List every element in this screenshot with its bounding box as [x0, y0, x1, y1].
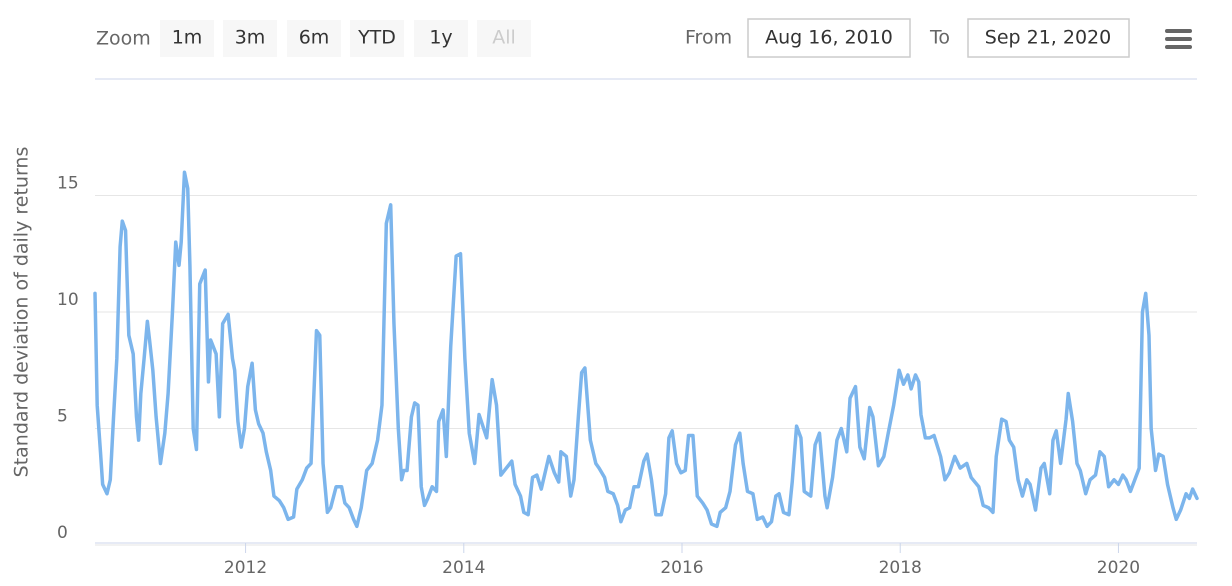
zoom-label: Zoom — [96, 28, 151, 50]
button-label[interactable]: 6m — [299, 27, 330, 49]
to-value[interactable]: Sep 21, 2020 — [985, 27, 1111, 49]
y-tick-label: 5 — [57, 407, 68, 427]
from-value[interactable]: Aug 16, 2010 — [765, 27, 893, 49]
y-tick-label: 10 — [57, 290, 79, 310]
from-label: From — [685, 27, 732, 49]
range-button[interactable]: 6m — [287, 20, 341, 57]
range-button[interactable]: 1m — [160, 20, 214, 57]
button-bg[interactable] — [160, 20, 214, 57]
x-tick-label: 2016 — [660, 558, 703, 578]
range-button[interactable]: 3m — [223, 20, 277, 57]
range-button[interactable]: YTD — [350, 20, 404, 57]
menu-bar — [1165, 37, 1192, 41]
menu-bar — [1165, 29, 1192, 33]
y-tick-label: 15 — [57, 174, 79, 194]
button-bg[interactable] — [223, 20, 277, 57]
range-buttons: 1m 3m 6m YTD 1y All — [160, 20, 531, 57]
range-button: All — [477, 20, 531, 57]
menu-button[interactable] — [1160, 24, 1196, 56]
to-box[interactable] — [967, 18, 1130, 58]
button-label: All — [492, 27, 516, 49]
range-button[interactable]: 1y — [414, 20, 468, 57]
y-tick-label: 0 — [57, 523, 68, 543]
to-input[interactable]: Sep 21, 2020 — [967, 18, 1130, 58]
x-tick-label: 2014 — [442, 558, 485, 578]
button-bg — [477, 20, 531, 57]
button-bg[interactable] — [414, 20, 468, 57]
button-label[interactable]: YTD — [357, 27, 396, 49]
x-tick-label: 2012 — [224, 558, 267, 578]
button-label[interactable]: 1m — [172, 27, 203, 49]
button-label[interactable]: 3m — [235, 27, 266, 49]
y-axis-title: Standard deviation of daily returns — [11, 147, 33, 478]
menu-bar — [1165, 45, 1192, 49]
to-label: To — [929, 27, 950, 49]
series-line — [93, 170, 1199, 529]
from-input[interactable]: Aug 16, 2010 — [747, 18, 911, 58]
from-box[interactable] — [747, 18, 911, 58]
button-label[interactable]: 1y — [429, 27, 452, 49]
button-bg[interactable] — [287, 20, 341, 57]
button-bg[interactable] — [350, 20, 404, 57]
x-tick-label: 2018 — [879, 558, 922, 578]
x-tick-label: 2020 — [1097, 558, 1140, 578]
